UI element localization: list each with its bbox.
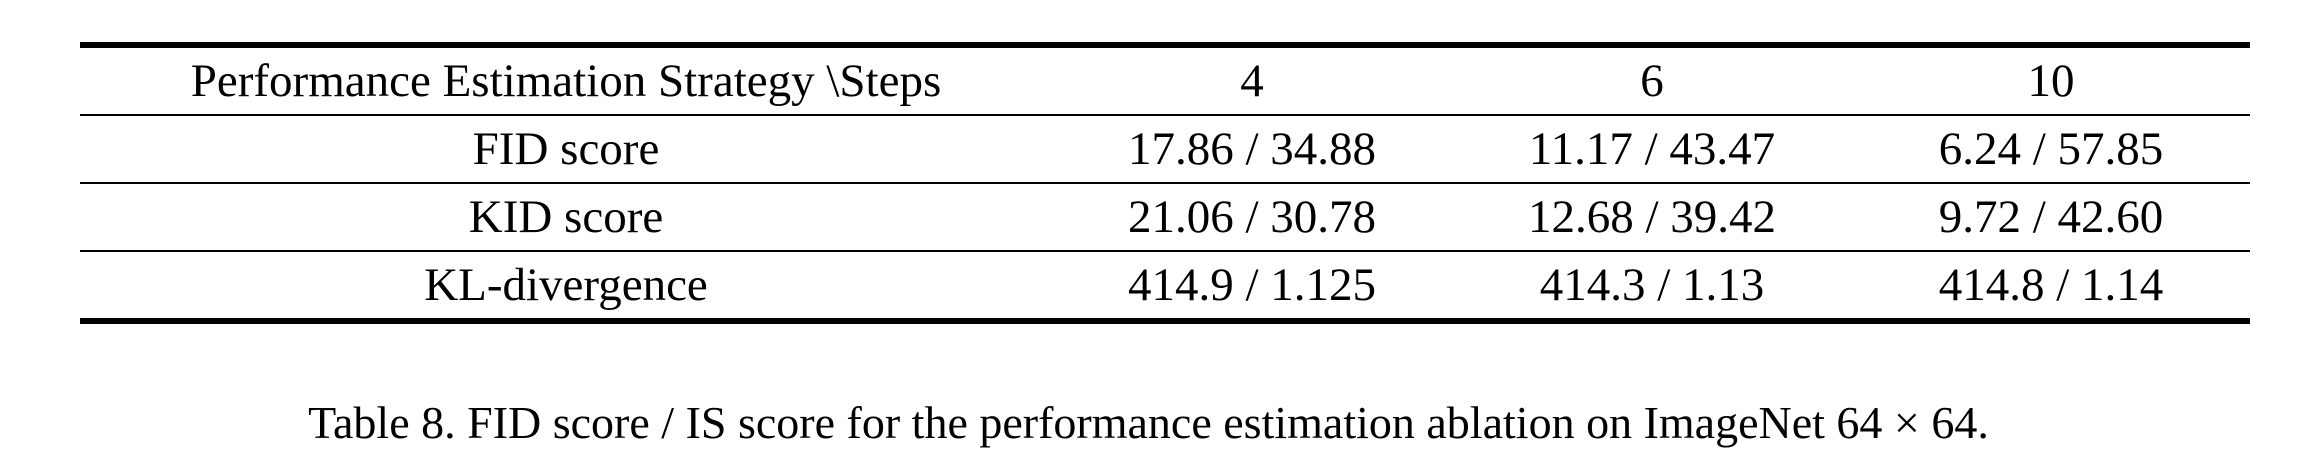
table-cell: 11.17 / 43.47 [1452, 114, 1852, 183]
header-steps-6: 6 [1640, 54, 1664, 107]
header-steps-10: 10 [2027, 54, 2075, 107]
results-table-container: Performance Estimation Strategy \Steps 4… [80, 42, 2250, 324]
table-row: KL-divergence 414.9 / 1.125 414.3 / 1.13… [80, 250, 2250, 321]
table-cell: 21.06 / 30.78 [1052, 182, 1452, 251]
table-row: FID score 17.86 / 34.88 11.17 / 43.47 6.… [80, 114, 2250, 183]
table-cell: 9.72 / 42.60 [1852, 182, 2250, 251]
header-strategy-steps: Performance Estimation Strategy \Steps [190, 54, 942, 107]
table-cell: 12.68 / 39.42 [1452, 182, 1852, 251]
table-cell: 17.86 / 34.88 [1052, 114, 1452, 183]
results-table: Performance Estimation Strategy \Steps 4… [80, 42, 2250, 324]
row-label: KID score [80, 182, 1052, 251]
table-cell: 414.9 / 1.125 [1052, 250, 1452, 321]
table-cell: 414.8 / 1.14 [1852, 250, 2250, 321]
table-header-row: Performance Estimation Strategy \Steps 4… [80, 45, 2250, 115]
row-label: KL-divergence [80, 250, 1052, 321]
table-cell: 414.3 / 1.13 [1452, 250, 1852, 321]
table-caption: Table 8. FID score / IS score for the pe… [308, 397, 1989, 448]
row-label: FID score [80, 114, 1052, 183]
table-row: KID score 21.06 / 30.78 12.68 / 39.42 9.… [80, 182, 2250, 251]
header-steps-4: 4 [1240, 54, 1264, 107]
table-cell: 6.24 / 57.85 [1852, 114, 2250, 183]
